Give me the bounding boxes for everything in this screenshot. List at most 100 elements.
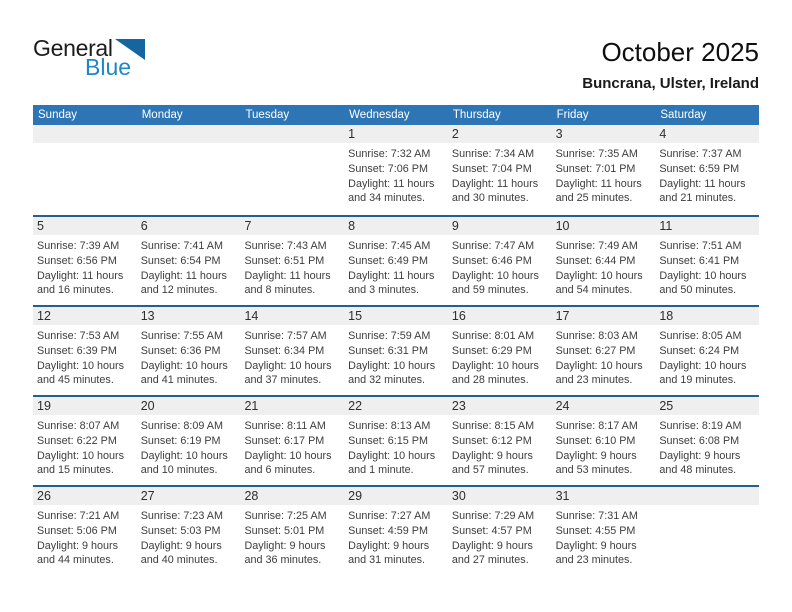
sunset-text: Sunset: 6:10 PM xyxy=(555,434,636,447)
day-number-band: 20 xyxy=(136,397,241,415)
sunset-text: Sunset: 5:01 PM xyxy=(244,524,325,537)
day-details: Sunrise: 7:32 AM Sunset: 7:06 PM Daylight:… xyxy=(344,143,448,206)
day-details: Sunrise: 7:35 AM Sunset: 7:01 PM Daylight:… xyxy=(552,143,656,206)
sunrise-text: Sunrise: 8:03 AM xyxy=(555,330,638,342)
calendar-day-cell: 11 Sunrise: 7:51 AM Sunset: 6:41 PM Dayligh… xyxy=(655,217,760,305)
day-number: 24 xyxy=(555,399,570,413)
calendar-day-cell: 29 Sunrise: 7:27 AM Sunset: 4:59 PM Dayligh… xyxy=(344,487,448,575)
day-details: Sunrise: 7:31 AM Sunset: 4:55 PM Daylight:… xyxy=(552,505,656,568)
sunset-text: Sunset: 7:01 PM xyxy=(555,162,636,175)
calendar-day-cell: 8 Sunrise: 7:45 AM Sunset: 6:49 PM Daylight… xyxy=(344,217,448,305)
week-row: 26 Sunrise: 7:21 AM Sunset: 5:06 PM Dayligh… xyxy=(33,485,760,575)
day-details: Sunrise: 7:27 AM Sunset: 4:59 PM Daylight:… xyxy=(344,505,448,568)
page-title: October 2025 xyxy=(601,37,759,67)
sunrise-text: Sunrise: 8:01 AM xyxy=(451,330,535,342)
daylight-text-line1: Daylight: 11 hours xyxy=(348,269,435,282)
day-details: Sunrise: 7:25 AM Sunset: 5:01 PM Daylight:… xyxy=(240,505,344,568)
day-number-band xyxy=(136,125,241,143)
daylight-text-line1: Daylight: 11 hours xyxy=(451,177,539,190)
daylight-text-line2: and 12 minutes. xyxy=(140,284,218,297)
day-details: Sunrise: 8:15 AM Sunset: 6:12 PM Daylight:… xyxy=(448,415,552,478)
daylight-text-line1: Daylight: 10 hours xyxy=(659,359,747,372)
calendar-day-cell: 17 Sunrise: 8:03 AM Sunset: 6:27 PM Dayligh… xyxy=(551,307,656,395)
day-details: Sunrise: 7:23 AM Sunset: 5:03 PM Daylight:… xyxy=(137,505,241,568)
sunset-text: Sunset: 6:56 PM xyxy=(37,254,117,267)
day-number-band: 21 xyxy=(240,397,345,415)
sunrise-text: Sunrise: 8:15 AM xyxy=(451,420,535,432)
daylight-text-line2: and 48 minutes. xyxy=(659,464,737,477)
day-details: Sunrise: 8:13 AM Sunset: 6:15 PM Daylight:… xyxy=(344,415,448,478)
calendar-day-cell: 3 Sunrise: 7:35 AM Sunset: 7:01 PM Daylight… xyxy=(551,125,656,215)
sunrise-text: Sunrise: 8:13 AM xyxy=(348,420,431,432)
day-number: 4 xyxy=(659,127,667,141)
day-number: 21 xyxy=(244,399,259,413)
day-number-band: 15 xyxy=(344,307,448,325)
daylight-text-line2: and 40 minutes. xyxy=(140,554,218,567)
page-subtitle: Buncrana, Ulster, Ireland xyxy=(582,75,759,92)
sunrise-text: Sunrise: 7:35 AM xyxy=(555,148,638,160)
daylight-text-line2: and 50 minutes. xyxy=(659,284,737,297)
sunrise-text: Sunrise: 7:37 AM xyxy=(659,148,742,160)
week-row: 5 Sunrise: 7:39 AM Sunset: 6:56 PM Daylight… xyxy=(33,215,760,305)
daylight-text-line1: Daylight: 11 hours xyxy=(244,269,331,282)
calendar-empty-cell xyxy=(240,125,345,215)
daylight-text-line1: Daylight: 10 hours xyxy=(37,449,125,462)
daylight-text-line1: Daylight: 9 hours xyxy=(555,539,637,552)
sunrise-text: Sunrise: 7:27 AM xyxy=(348,510,431,522)
day-number: 20 xyxy=(140,399,155,413)
day-number-band: 29 xyxy=(344,487,448,505)
sunset-text: Sunset: 6:44 PM xyxy=(555,254,636,267)
day-details: Sunrise: 7:34 AM Sunset: 7:04 PM Daylight:… xyxy=(448,143,552,206)
daylight-text-line2: and 32 minutes. xyxy=(348,374,425,387)
day-number: 18 xyxy=(659,309,674,323)
day-number-band: 28 xyxy=(240,487,345,505)
calendar-day-cell: 2 Sunrise: 7:34 AM Sunset: 7:04 PM Daylight… xyxy=(447,125,552,215)
sunset-text: Sunset: 6:51 PM xyxy=(244,254,325,267)
daylight-text-line1: Daylight: 10 hours xyxy=(140,449,228,462)
sunrise-text: Sunrise: 7:23 AM xyxy=(140,510,223,522)
day-details: Sunrise: 7:59 AM Sunset: 6:31 PM Daylight:… xyxy=(344,325,448,388)
daylight-text-line2: and 53 minutes. xyxy=(555,464,633,477)
daylight-text-line2: and 30 minutes. xyxy=(451,192,529,205)
day-details: Sunrise: 8:17 AM Sunset: 6:10 PM Daylight:… xyxy=(552,415,656,478)
day-number: 26 xyxy=(37,489,51,503)
calendar-day-cell: 24 Sunrise: 8:17 AM Sunset: 6:10 PM Dayligh… xyxy=(551,397,656,485)
sunrise-text: Sunrise: 7:55 AM xyxy=(140,330,223,342)
day-number-band: 19 xyxy=(33,397,137,415)
calendar-day-cell: 18 Sunrise: 8:05 AM Sunset: 6:24 PM Dayligh… xyxy=(655,307,760,395)
day-number-band: 2 xyxy=(447,125,552,143)
daylight-text-line1: Daylight: 9 hours xyxy=(348,539,430,552)
sunrise-text: Sunrise: 7:51 AM xyxy=(659,240,742,252)
dow-header-wednesday: Wednesday xyxy=(349,109,410,121)
daylight-text-line1: Daylight: 11 hours xyxy=(555,177,642,190)
sunset-text: Sunset: 6:17 PM xyxy=(244,434,325,447)
dow-header-sunday: Sunday xyxy=(38,109,78,121)
dow-header-saturday: Saturday xyxy=(660,109,707,121)
day-number-band: 26 xyxy=(33,487,137,505)
calendar-day-cell: 10 Sunrise: 7:49 AM Sunset: 6:44 PM Dayligh… xyxy=(551,217,656,305)
calendar-day-cell: 5 Sunrise: 7:39 AM Sunset: 6:56 PM Daylight… xyxy=(33,217,137,305)
daylight-text-line2: and 37 minutes. xyxy=(244,374,322,387)
day-number-band: 23 xyxy=(447,397,552,415)
week-row: 12 Sunrise: 7:53 AM Sunset: 6:39 PM Dayligh… xyxy=(33,305,760,395)
dow-header-thursday: Thursday xyxy=(452,109,501,121)
calendar-day-cell: 13 Sunrise: 7:55 AM Sunset: 6:36 PM Dayligh… xyxy=(136,307,241,395)
daylight-text-line2: and 8 minutes. xyxy=(244,284,316,297)
calendar-weeks: 1 Sunrise: 7:32 AM Sunset: 7:06 PM Daylight… xyxy=(33,125,760,575)
dow-header-tuesday: Tuesday xyxy=(245,109,290,121)
day-number: 22 xyxy=(348,399,363,413)
daylight-text-line2: and 6 minutes. xyxy=(244,464,316,477)
dow-header-friday: Friday xyxy=(556,109,589,121)
day-number-band: 12 xyxy=(33,307,137,325)
day-details: Sunrise: 8:05 AM Sunset: 6:24 PM Daylight:… xyxy=(655,325,759,388)
day-number: 7 xyxy=(244,219,252,233)
sunset-text: Sunset: 4:59 PM xyxy=(348,524,428,537)
title-block: October 2025 Buncrana, Ulster, Ireland xyxy=(582,38,759,92)
day-number-band: 1 xyxy=(344,125,448,143)
logo-text-general: General xyxy=(33,35,113,61)
sunset-text: Sunset: 6:29 PM xyxy=(451,344,532,357)
day-number-band: 6 xyxy=(136,217,241,235)
day-details: Sunrise: 7:55 AM Sunset: 6:36 PM Daylight:… xyxy=(137,325,241,388)
day-number-band: 30 xyxy=(447,487,552,505)
calendar-day-cell: 25 Sunrise: 8:19 AM Sunset: 6:08 PM Dayligh… xyxy=(655,397,760,485)
